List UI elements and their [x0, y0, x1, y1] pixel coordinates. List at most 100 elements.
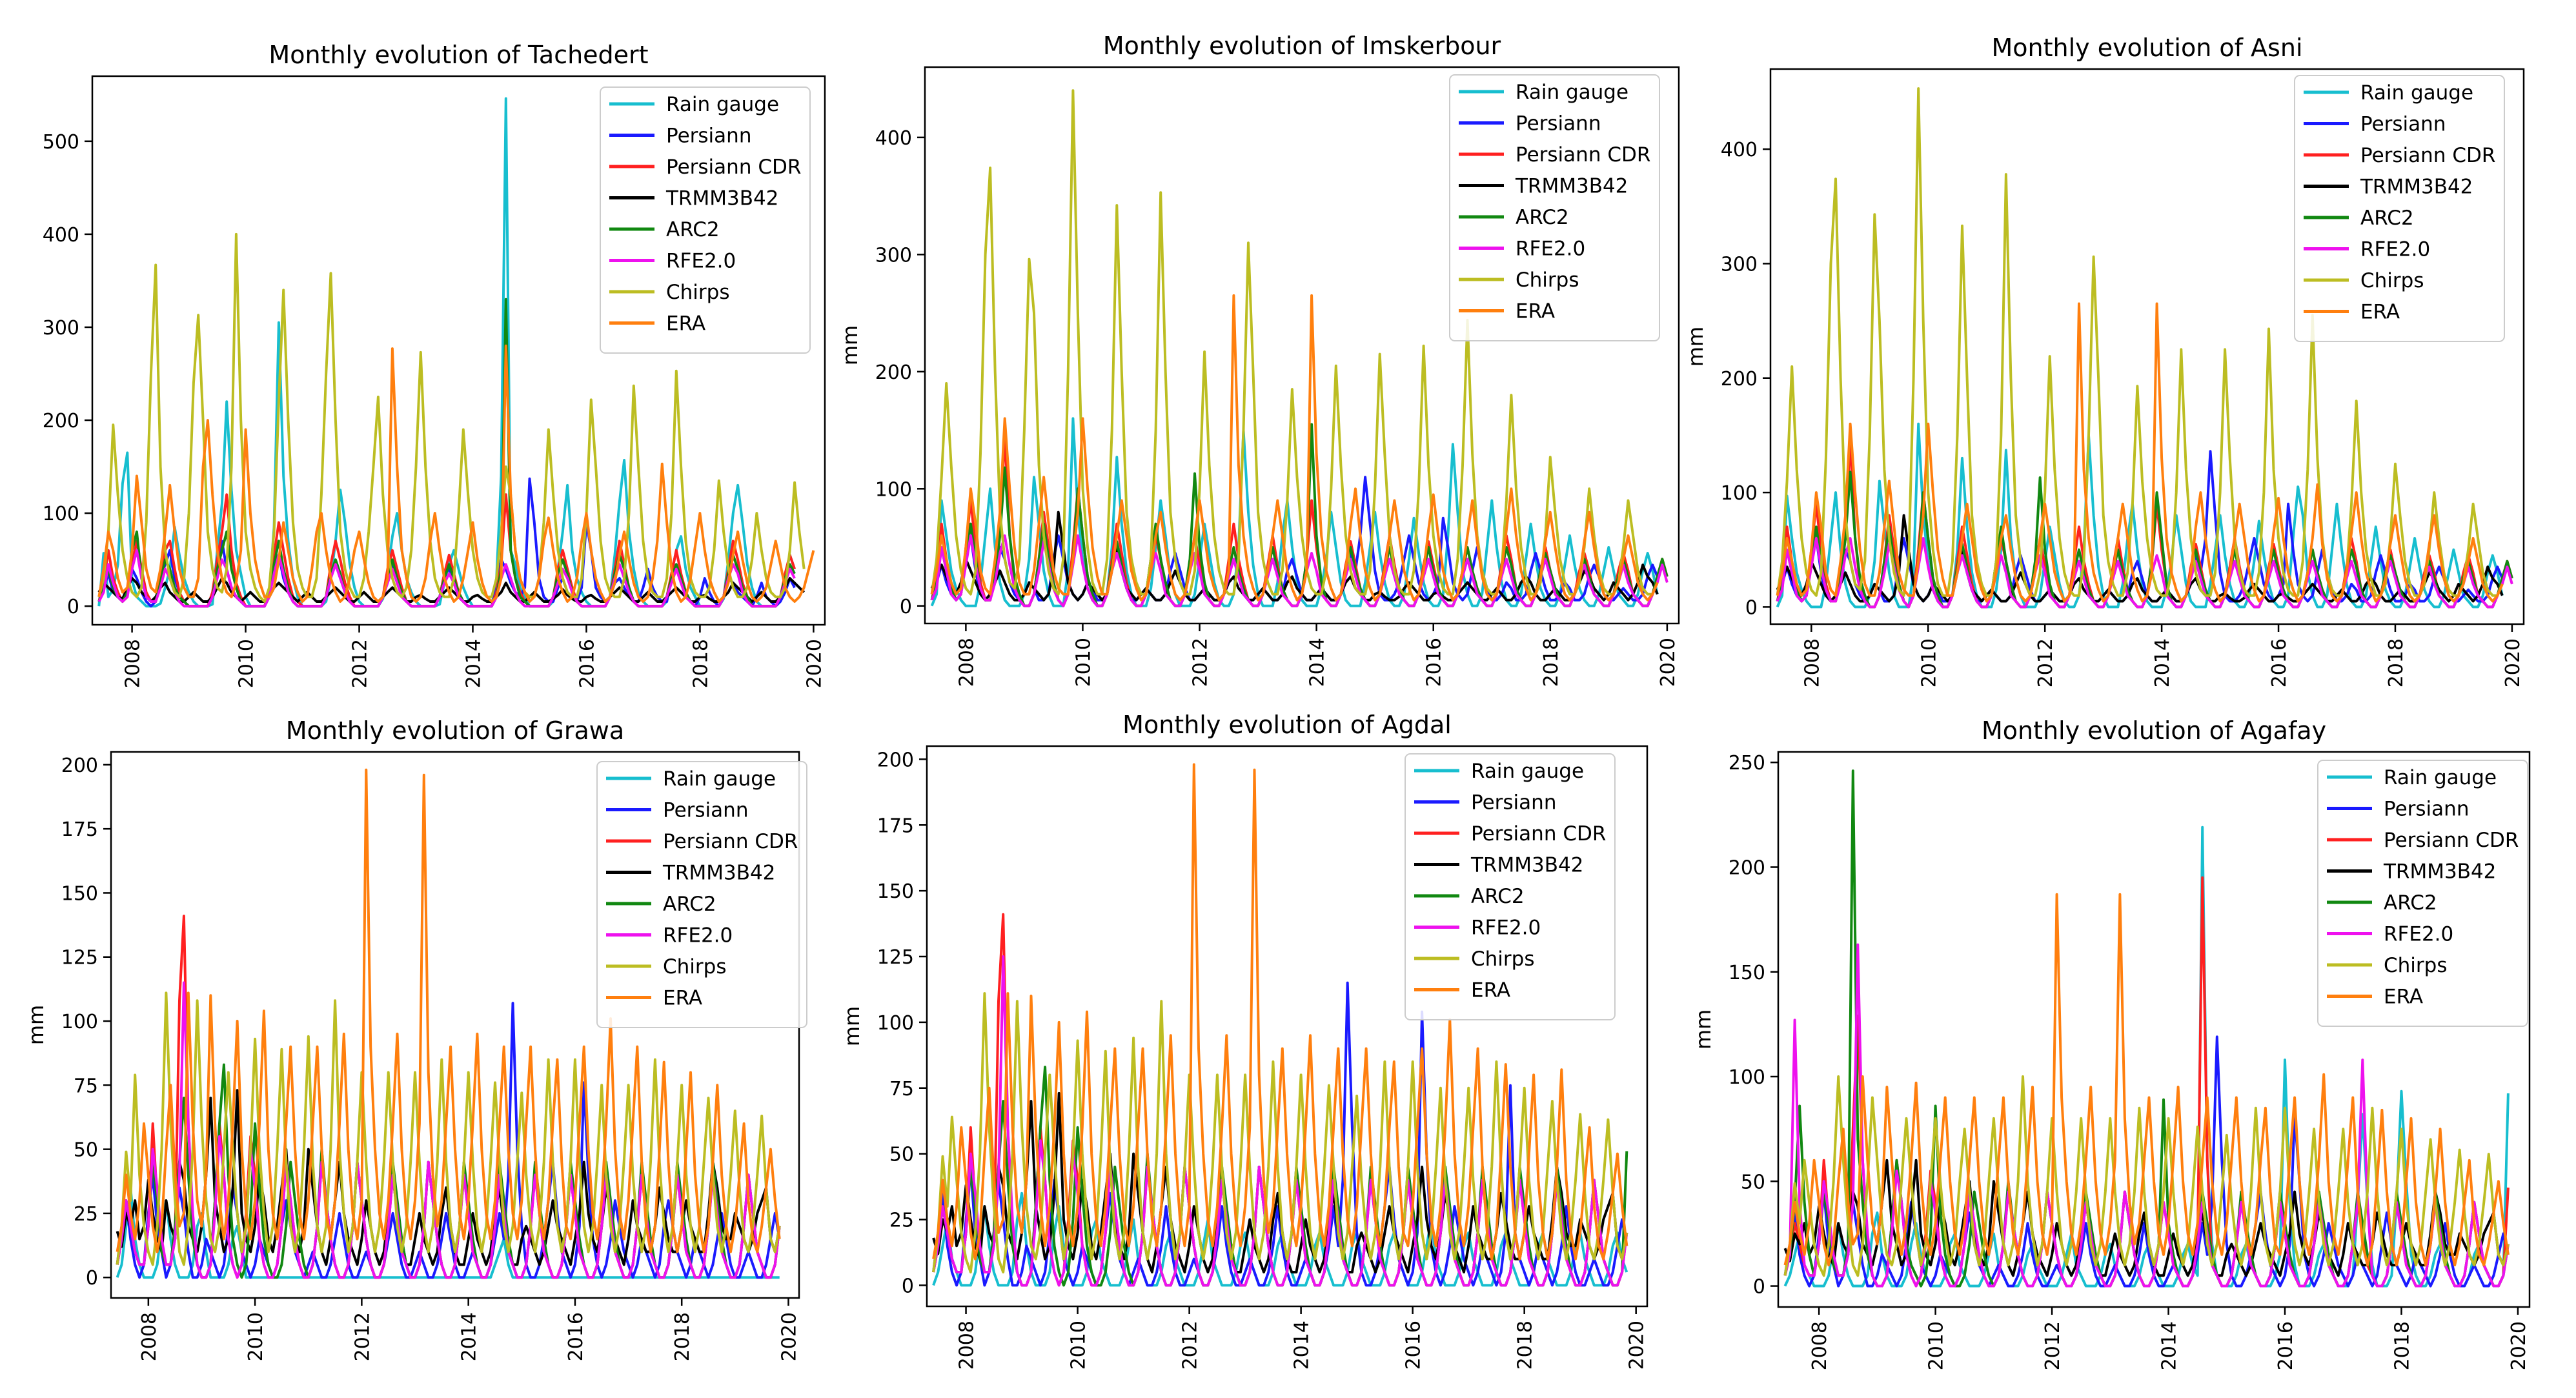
legend-label: TRMM3B42: [2360, 176, 2473, 199]
x-tick-label: 2016: [565, 1312, 587, 1361]
series-line-chirps: [97, 232, 806, 603]
series-line-chirps: [1783, 1075, 2510, 1277]
legend: Rain gauge Persiann Persiann CDR TRMM3B42 AR…: [596, 761, 807, 1028]
legend-label: TRMM3B42: [662, 862, 775, 885]
series-line-chirps: [116, 991, 781, 1266]
plot-frame: [91, 75, 826, 626]
chart-panel-5: Monthly evolution of Agdal mm 0 25 50 75 100 12…: [840, 711, 1648, 1370]
y-tick-label: 200: [1729, 856, 1765, 879]
chart-panel-4: Monthly evolution of Grawa mm 0 25 50 75 100 12…: [24, 716, 807, 1361]
x-tick-label: 2016: [2275, 1321, 2297, 1370]
x-tick-label: 2020: [778, 1312, 800, 1361]
chart-title: Monthly evolution of Asni: [1992, 34, 2303, 62]
plot-frame: [924, 66, 1680, 625]
legend-label: RFE2.0: [1471, 917, 1541, 940]
x-tick-label: 2012: [2034, 638, 2057, 687]
legend-label: Persiann: [666, 125, 751, 148]
y-tick-label: 0: [902, 1275, 914, 1297]
legend-label: TRMM3B42: [1470, 854, 1583, 877]
series-line-era: [1783, 893, 2510, 1267]
series-line-rfe2-0: [116, 981, 781, 1279]
legend-label: Persiann CDR: [663, 830, 798, 853]
plot-frame: [1777, 751, 2531, 1308]
x-tick-label: 2012: [351, 1312, 374, 1361]
plot-frame: [1769, 68, 2525, 625]
x-tick-label: 2008: [138, 1312, 161, 1361]
legend-label: Persiann: [663, 799, 748, 822]
x-tick-label: 2016: [1403, 1321, 1425, 1370]
x-tick-label: 2012: [2042, 1321, 2064, 1370]
y-tick-label: 300: [875, 244, 912, 267]
legend-label: RFE2.0: [2360, 238, 2430, 261]
y-tick-label: 200: [875, 361, 912, 384]
legend-box: [2294, 75, 2505, 342]
x-tick-label: 2016: [576, 639, 598, 688]
x-tick-label: 2008: [956, 1321, 979, 1370]
legend-label: Chirps: [663, 955, 726, 978]
y-axis-label: mm: [838, 325, 862, 365]
y-axis-label: mm: [1691, 1009, 1716, 1049]
y-tick-label: 100: [1729, 1066, 1765, 1089]
x-tick-label: 2008: [955, 638, 978, 687]
legend-label: TRMM3B42: [665, 187, 778, 210]
legend-label: RFE2.0: [663, 924, 733, 947]
legend-label: Rain gauge: [666, 93, 779, 116]
legend-label: RFE2.0: [666, 250, 736, 273]
x-tick-label: 2010: [1068, 1321, 1090, 1370]
series-line-rfe2-0: [1783, 943, 2510, 1288]
y-tick-label: 100: [1721, 482, 1758, 505]
legend-label: ERA: [666, 312, 705, 336]
x-tick-label: 2014: [2151, 638, 2174, 687]
legend-label: Chirps: [2384, 954, 2447, 977]
legend-label: ERA: [663, 987, 702, 1010]
x-tick-label: 2016: [1423, 638, 1446, 687]
legend-label: Persiann CDR: [2384, 829, 2519, 852]
legend: Rain gauge Persiann Persiann CDR TRMM3B42 AR…: [1405, 753, 1616, 1020]
x-tick-label: 2012: [1179, 1321, 1202, 1370]
series-line-chirps: [932, 992, 1628, 1273]
chart-title: Monthly evolution of Grawa: [286, 716, 624, 745]
legend: Rain gauge Persiann Persiann CDR TRMM3B42 AR…: [2294, 75, 2505, 342]
y-tick-label: 75: [74, 1075, 98, 1097]
legend-label: Chirps: [666, 281, 729, 304]
x-tick-label: 2014: [1291, 1321, 1313, 1370]
x-tick-label: 2018: [671, 1312, 694, 1361]
x-tick-label: 2010: [245, 1312, 267, 1361]
series-line-era: [116, 768, 781, 1253]
y-tick-label: 175: [877, 815, 914, 837]
y-tick-label: 500: [43, 131, 79, 154]
y-tick-label: 175: [61, 818, 98, 841]
chart-title: Monthly evolution of Agafay: [1982, 716, 2326, 745]
y-tick-label: 400: [875, 127, 912, 150]
legend-label: ARC2: [666, 218, 720, 241]
y-tick-label: 125: [877, 946, 914, 969]
legend-box: [596, 761, 807, 1028]
legend-label: ERA: [2360, 301, 2400, 324]
x-tick-label: 2010: [1072, 638, 1095, 687]
x-tick-label: 2010: [236, 639, 258, 688]
legend-label: TRMM3B42: [1515, 175, 1628, 198]
y-tick-label: 0: [900, 596, 912, 618]
legend-box: [1405, 753, 1616, 1020]
y-tick-label: 25: [74, 1203, 98, 1226]
x-tick-label: 2014: [462, 639, 485, 688]
plot-frame: [926, 745, 1648, 1308]
y-tick-label: 0: [1745, 596, 1758, 619]
legend: Rain gauge Persiann Persiann CDR TRMM3B42 AR…: [2317, 760, 2528, 1027]
y-tick-label: 150: [877, 880, 914, 903]
y-tick-label: 200: [61, 755, 98, 777]
legend-label: RFE2.0: [2384, 923, 2453, 946]
x-tick-label: 2018: [2391, 1321, 2413, 1370]
legend-box: [2317, 760, 2528, 1027]
legend-label: Persiann CDR: [2360, 144, 2495, 167]
legend-label: Persiann CDR: [666, 156, 801, 179]
x-tick-label: 2016: [2268, 638, 2291, 687]
y-tick-label: 0: [1753, 1276, 1765, 1299]
legend-label: Rain gauge: [663, 767, 776, 791]
chart-panel-1: Monthly evolution of Tachedert 0 100 200 300…: [43, 41, 826, 688]
y-tick-label: 100: [61, 1011, 98, 1033]
legend-label: ARC2: [1471, 885, 1525, 908]
legend-box: [600, 86, 811, 354]
legend-label: Persiann: [1516, 112, 1601, 136]
x-tick-label: 2018: [1514, 1321, 1537, 1370]
